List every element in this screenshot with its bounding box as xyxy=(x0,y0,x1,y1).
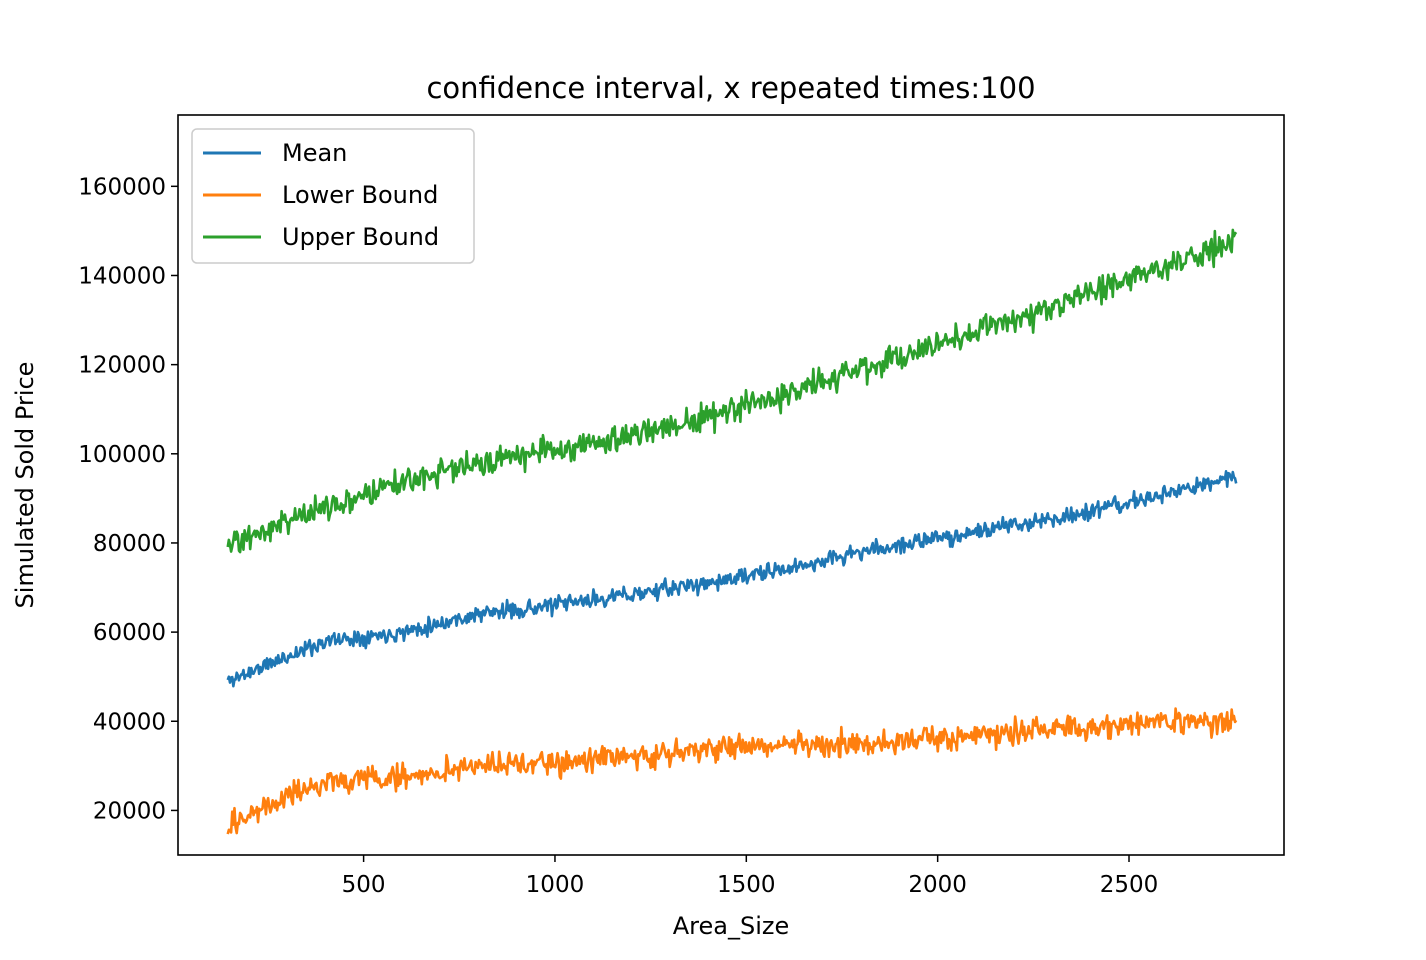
chart-title: confidence interval, x repeated times:10… xyxy=(426,71,1035,105)
x-axis-label: Area_Size xyxy=(673,912,790,940)
series-line-mean xyxy=(226,470,1238,688)
x-tick-label: 1500 xyxy=(717,872,776,898)
y-tick-label: 140000 xyxy=(78,263,166,289)
x-tick-label: 500 xyxy=(342,872,386,898)
x-tick-label: 1000 xyxy=(526,872,585,898)
y-tick-label: 40000 xyxy=(93,709,166,735)
y-tick-label: 160000 xyxy=(78,174,166,200)
plot-frame xyxy=(177,114,1285,856)
legend-label: Lower Bound xyxy=(282,181,438,209)
series-line-lower-bound xyxy=(226,707,1238,835)
y-tick-label: 100000 xyxy=(78,442,166,468)
y-ticks: 20000 40000 60000 80000 100000 120000 140000 16… xyxy=(78,174,178,824)
y-tick-label: 80000 xyxy=(93,531,166,557)
y-tick-label: 120000 xyxy=(78,353,166,379)
x-tick-label: 2000 xyxy=(908,872,967,898)
legend-label: Mean xyxy=(282,139,347,167)
legend-label: Upper Bound xyxy=(282,223,439,251)
y-axis-label: Simulated Sold Price xyxy=(11,362,39,609)
legend: Mean Lower Bound Upper Bound xyxy=(191,128,475,264)
y-tick-label: 60000 xyxy=(93,620,166,646)
legend-box xyxy=(191,128,475,264)
x-ticks: 500 1000 1500 2000 2500 xyxy=(342,855,1159,898)
series-lines xyxy=(226,228,1238,835)
y-tick-label: 20000 xyxy=(93,798,166,824)
x-tick-label: 2500 xyxy=(1100,872,1159,898)
series-line-upper-bound xyxy=(226,228,1238,554)
